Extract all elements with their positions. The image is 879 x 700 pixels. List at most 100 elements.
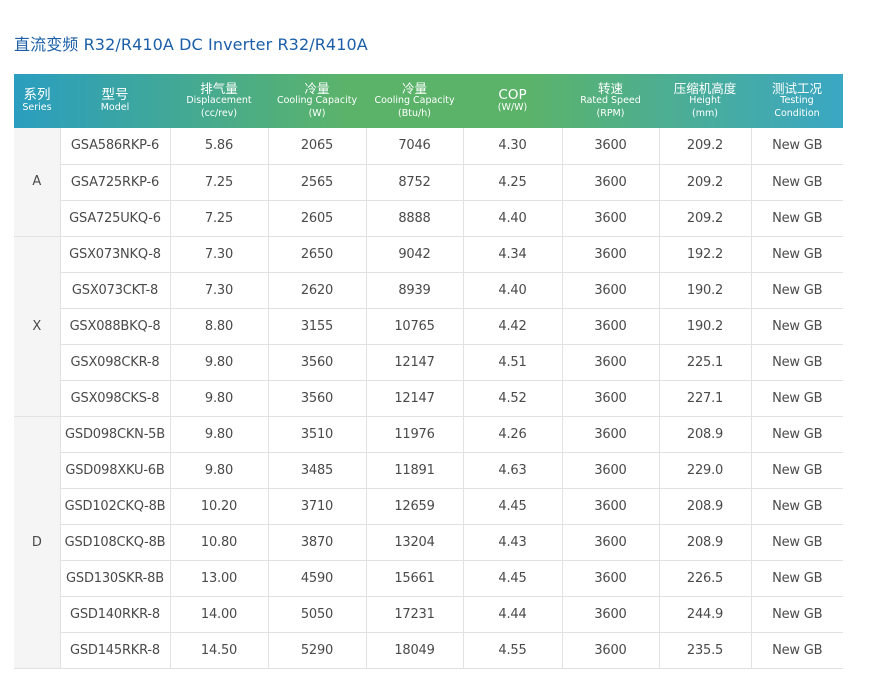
height-cell: 192.2	[658, 236, 751, 273]
displacement-cell: 9.80	[169, 416, 268, 453]
speed-cell: 3600	[561, 308, 659, 345]
cooling-btu-cell: 8939	[365, 272, 463, 309]
header-unit-label: (cc/rev)	[200, 108, 238, 119]
cooling-w-cell: 3560	[267, 344, 366, 381]
speed-cell: 3600	[561, 272, 659, 309]
model-cell: GSX098CKS-8	[60, 380, 170, 417]
table-row: GSX098CKS-8 9.80 3560 12147 4.52 3600 227.1 New…	[14, 380, 843, 417]
header-en-label: Testing	[780, 95, 814, 107]
cop-cell: 4.63	[462, 452, 562, 489]
height-cell: 209.2	[658, 128, 751, 165]
header-series: 系列 Series	[14, 74, 60, 128]
series-cell: X	[14, 236, 61, 417]
cop-cell: 4.45	[462, 488, 562, 525]
height-cell: 235.5	[658, 632, 751, 669]
cooling-w-cell: 2565	[267, 164, 366, 201]
height-cell: 244.9	[658, 596, 751, 633]
speed-cell: 3600	[561, 200, 659, 237]
header-cn-label: 系列	[23, 87, 51, 104]
page-title: 直流变频 R32/R410A DC Inverter R32/R410A	[14, 35, 368, 54]
model-cell: GSA725RKP-6	[60, 164, 170, 201]
cooling-w-cell: 5050	[267, 596, 366, 633]
cooling-btu-cell: 11976	[365, 416, 463, 453]
cop-cell: 4.43	[462, 524, 562, 561]
speed-cell: 3600	[561, 596, 659, 633]
height-cell: 208.9	[658, 416, 751, 453]
table-row: GSD140RKR-8 14.00 5050 17231 4.44 3600 244.9 Ne…	[14, 596, 843, 633]
header-cooling-w: 冷量 Cooling Capacity (W)	[268, 74, 366, 128]
header-en-label: Displacement	[186, 95, 252, 107]
cooling-w-cell: 5290	[267, 632, 366, 669]
displacement-cell: 7.30	[169, 236, 268, 273]
height-cell: 227.1	[658, 380, 751, 417]
cooling-btu-cell: 18049	[365, 632, 463, 669]
speed-cell: 3600	[561, 164, 659, 201]
header-cn-label: 排气量	[200, 81, 238, 97]
header-en-label: Series	[22, 102, 52, 114]
header-unit-label: (Btu/h)	[398, 108, 431, 119]
table-row: GSX088BKQ-8 8.80 3155 10765 4.42 3600 190.2 New…	[14, 308, 843, 345]
height-cell: 225.1	[658, 344, 751, 381]
height-cell: 208.9	[658, 488, 751, 525]
header-en-label: Rated Speed	[580, 95, 641, 107]
table-row: GSD098XKU-6B 9.80 3485 11891 4.63 3600 229.0 Ne…	[14, 452, 843, 489]
speed-cell: 3600	[561, 524, 659, 561]
model-cell: GSD108CKQ-8B	[60, 524, 170, 561]
displacement-cell: 5.86	[169, 128, 268, 165]
height-cell: 209.2	[658, 164, 751, 201]
displacement-cell: 9.80	[169, 344, 268, 381]
condition-cell: New GB	[750, 596, 843, 633]
speed-cell: 3600	[561, 344, 659, 381]
header-model: 型号 Model	[60, 74, 170, 128]
table-row: GSX073CKT-8 7.30 2620 8939 4.40 3600 190.2 New …	[14, 272, 843, 309]
cooling-btu-cell: 15661	[365, 560, 463, 597]
condition-cell: New GB	[750, 524, 843, 561]
cooling-btu-cell: 11891	[365, 452, 463, 489]
table-row: GSD108CKQ-8B 10.80 3870 13204 4.43 3600 208.9 N…	[14, 524, 843, 561]
model-cell: GSD102CKQ-8B	[60, 488, 170, 525]
table-row: GSD145RKR-8 14.50 5290 18049 4.55 3600 235.5 Ne…	[14, 632, 843, 669]
header-cn-label: 压缩机高度	[673, 81, 737, 97]
header-cooling-btu: 冷量 Cooling Capacity (Btu/h)	[366, 74, 463, 128]
header-en-label: Cooling Capacity	[276, 95, 358, 107]
condition-cell: New GB	[750, 272, 843, 309]
table-row: GSA725RKP-6 7.25 2565 8752 4.25 3600 209.2 New …	[14, 164, 843, 201]
table-header: 系列 Series 型号 Model 排气量 Displacement (cc/…	[14, 74, 843, 128]
height-cell: 208.9	[658, 524, 751, 561]
cooling-btu-cell: 12147	[365, 344, 463, 381]
cooling-btu-cell: 12659	[365, 488, 463, 525]
cop-cell: 4.25	[462, 164, 562, 201]
cooling-btu-cell: 7046	[365, 128, 463, 165]
cooling-btu-cell: 12147	[365, 380, 463, 417]
series-cell: D	[14, 416, 61, 669]
height-cell: 209.2	[658, 200, 751, 237]
header-cn-label: 型号	[101, 87, 129, 104]
spec-table: 系列 Series 型号 Model 排气量 Displacement (cc/…	[14, 74, 843, 669]
displacement-cell: 9.80	[169, 452, 268, 489]
speed-cell: 3600	[561, 128, 659, 165]
header-cn-label: 转速	[597, 81, 623, 97]
condition-cell: New GB	[750, 308, 843, 345]
cop-cell: 4.44	[462, 596, 562, 633]
model-cell: GSA586RKP-6	[59, 128, 170, 165]
cop-cell: 4.51	[462, 344, 562, 381]
condition-cell: New GB	[750, 488, 843, 525]
displacement-cell: 10.80	[169, 524, 268, 561]
series-cell: A	[14, 128, 61, 237]
speed-cell: 3600	[561, 416, 659, 453]
header-displacement: 排气量 Displacement (cc/rev)	[170, 74, 268, 128]
table-row: A GSA586RKP-6 5.86 2065 7046 4.30 3600 209.2 New…	[14, 128, 843, 237]
model-cell: GSD098CKN-5B	[59, 416, 170, 453]
header-en-label: Height	[689, 95, 721, 107]
height-cell: 226.5	[658, 560, 751, 597]
condition-cell: New GB	[750, 164, 843, 201]
table-row: D GSD098CKN-5B 9.80 3510 11976 4.26 3600 208.9 N…	[14, 416, 843, 669]
cop-cell: 4.30	[462, 128, 562, 165]
displacement-cell: 14.50	[169, 632, 268, 669]
condition-cell: New GB	[750, 200, 843, 237]
cooling-w-cell: 3870	[267, 524, 366, 561]
cooling-btu-cell: 9042	[365, 236, 463, 273]
model-cell: GSA725UKQ-6	[60, 200, 170, 237]
displacement-cell: 10.20	[169, 488, 268, 525]
header-height: 压缩机高度 Height (mm)	[659, 74, 751, 128]
